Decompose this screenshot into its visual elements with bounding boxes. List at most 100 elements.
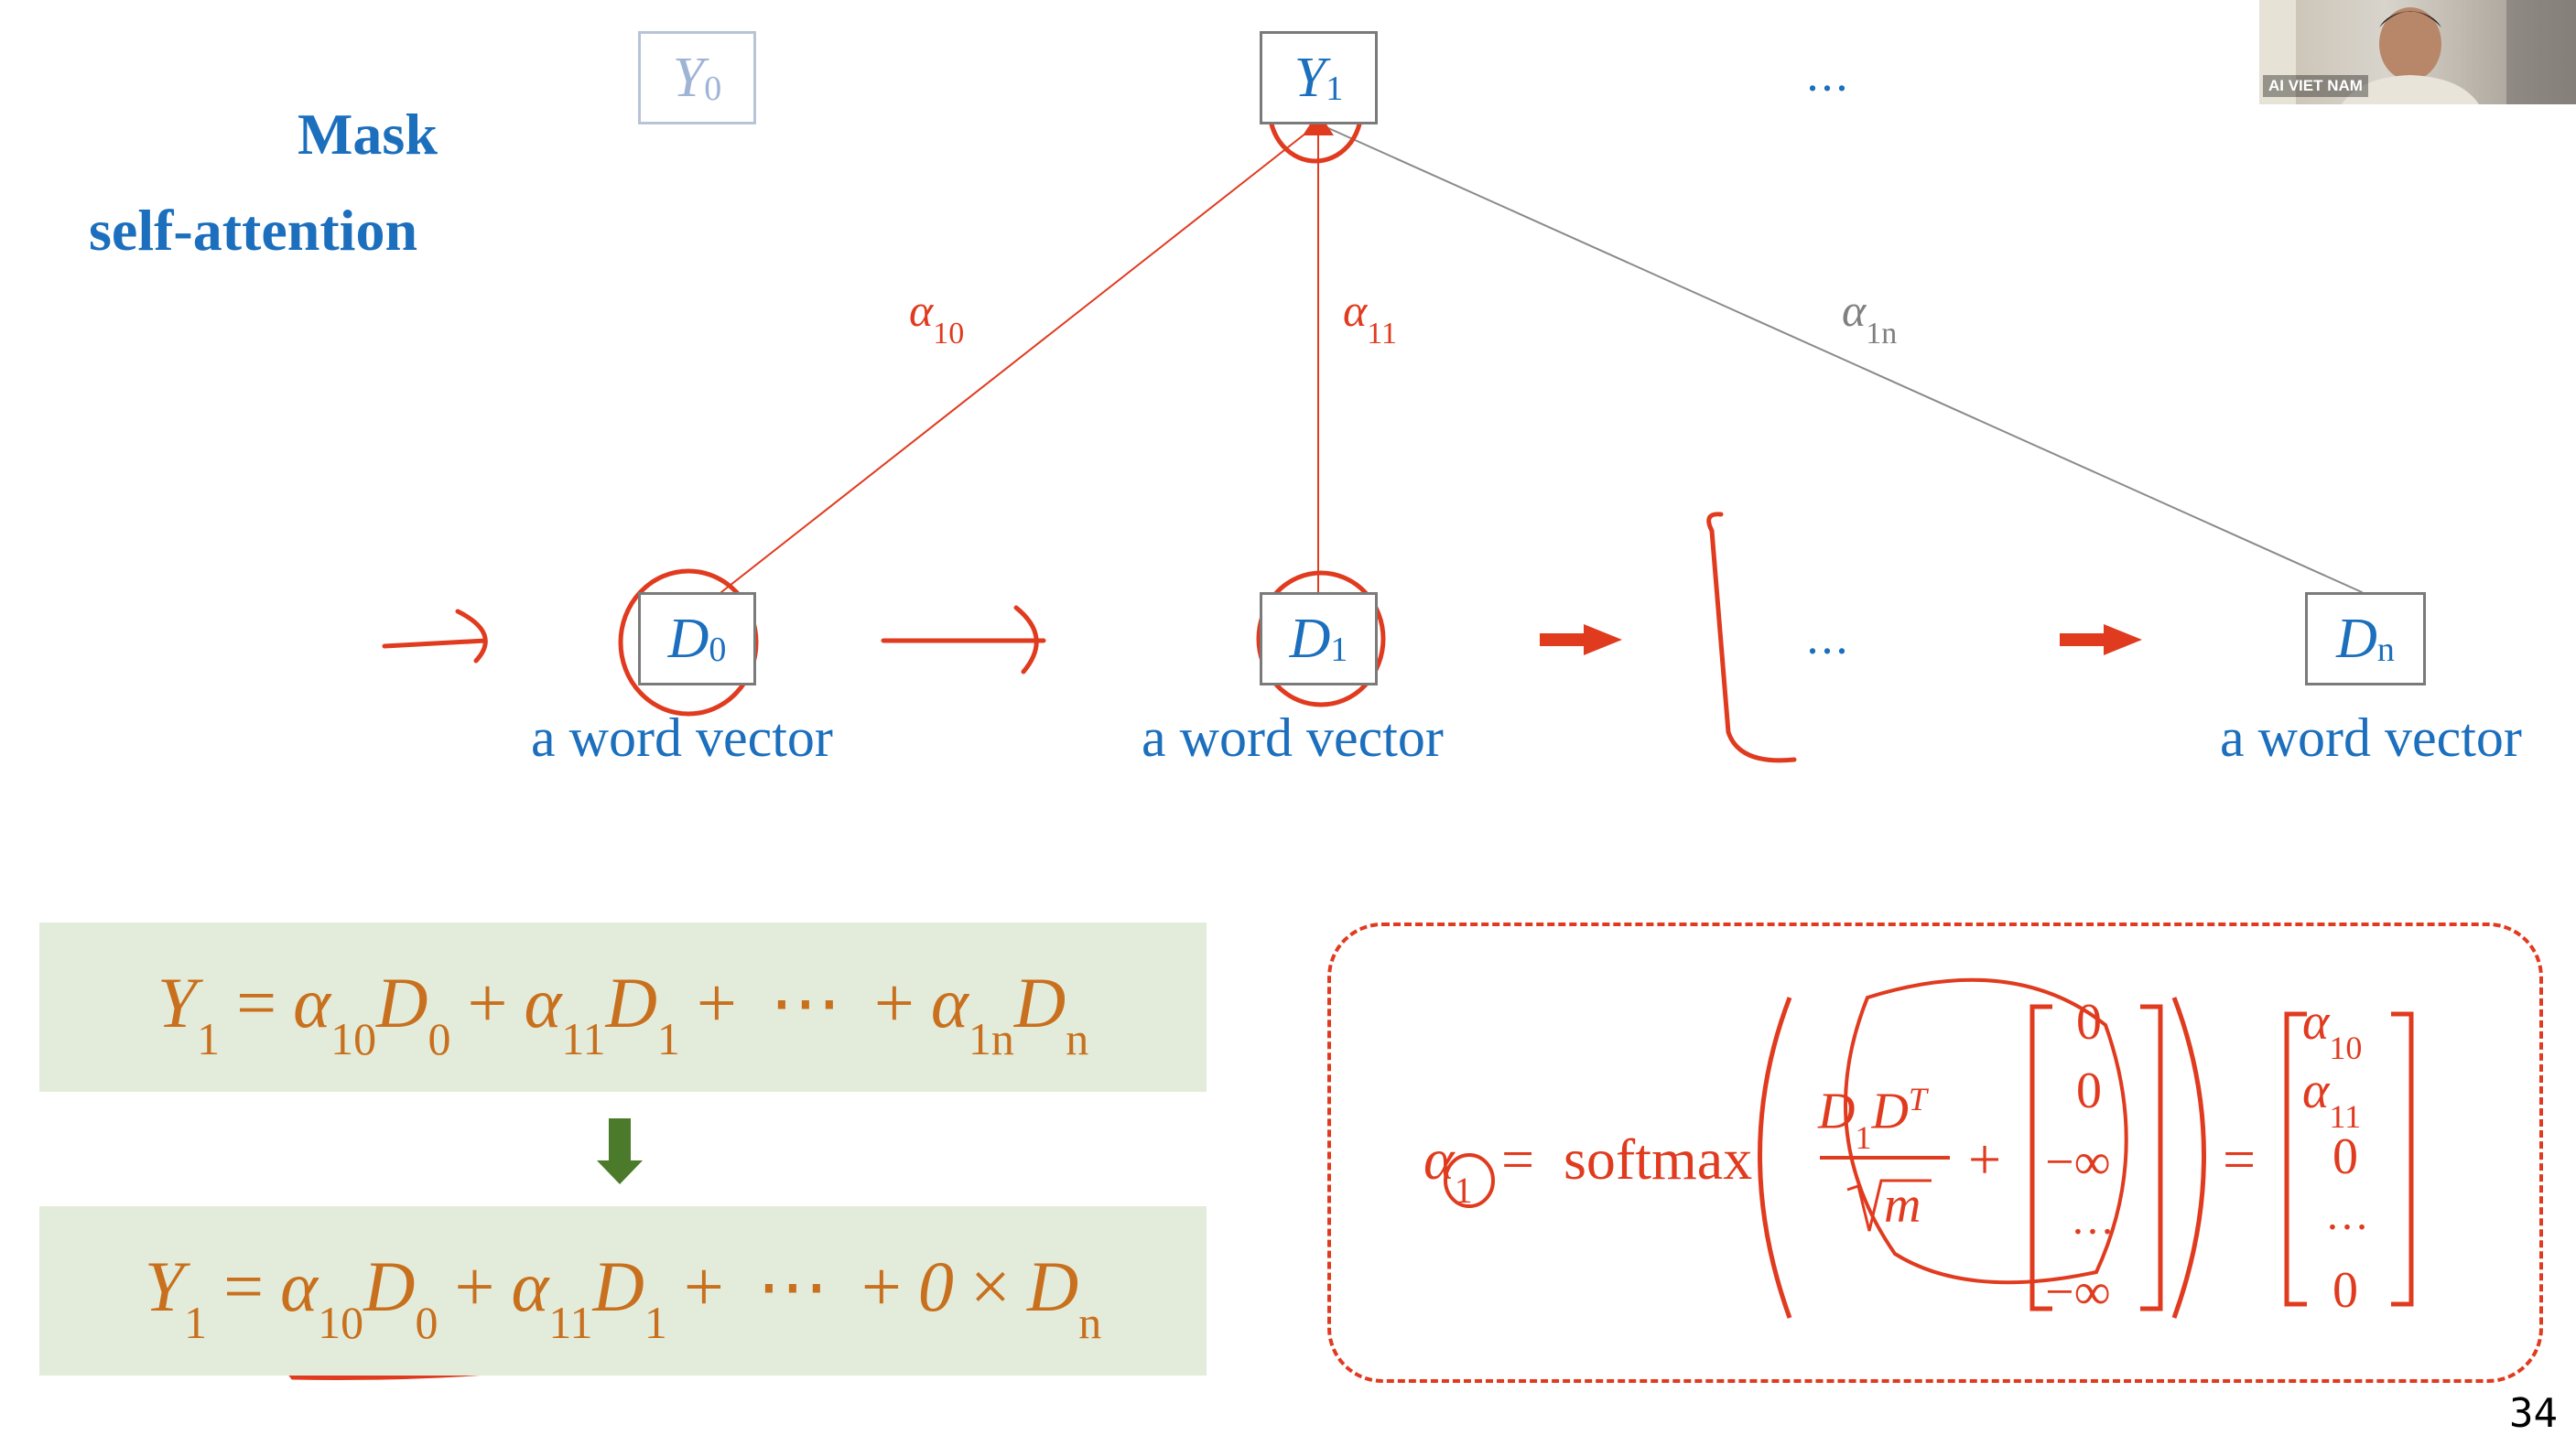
arrow-ellipsis-dn-shaft bbox=[2060, 633, 2105, 646]
result-row-2: 0 bbox=[2332, 1128, 2358, 1185]
arrow-in bbox=[382, 609, 488, 664]
result-row-1: α11 bbox=[2302, 1062, 2361, 1135]
node-d1-caption: a word vector bbox=[1142, 707, 1444, 768]
down-arrow-shaft bbox=[609, 1118, 631, 1162]
mask-row-0: 0 bbox=[2076, 994, 2102, 1051]
ft-cdots: ⋯ bbox=[769, 962, 841, 1042]
node-d0-caption: a word vector bbox=[531, 707, 833, 768]
mask-row-4: −∞ bbox=[2045, 1264, 2111, 1321]
weight-a10: α10 bbox=[909, 284, 964, 351]
webcam-label: AI VIET NAM bbox=[2263, 75, 2368, 97]
edge-a1n bbox=[1317, 123, 2363, 593]
fb-dots: ⋯ bbox=[756, 1246, 828, 1326]
page-number: 34 bbox=[2509, 1390, 2558, 1437]
arrow-ellipsis-dn-head bbox=[2104, 624, 2142, 655]
fb-y-sub: 1 bbox=[184, 1297, 208, 1349]
slide-title-line1: Mask bbox=[298, 102, 438, 167]
arrow-d1-ellipsis-head bbox=[1584, 624, 1622, 655]
node-dn-label: D bbox=[2336, 607, 2377, 670]
result-row-0-sym: α bbox=[2302, 994, 2330, 1051]
circle-lhs-sub bbox=[1444, 1153, 1495, 1208]
ft-plus1: + bbox=[467, 962, 508, 1042]
formula-top-box: Y1 = α10D0 + α11D1 + ⋯ + α1nDn bbox=[39, 923, 1207, 1092]
fb-d0: D bbox=[363, 1246, 416, 1326]
node-y1-label: Y bbox=[1293, 46, 1326, 109]
loop-softmax bbox=[1844, 977, 2128, 1285]
node-d1-label: D bbox=[1289, 607, 1331, 670]
fb-a11: α bbox=[511, 1246, 549, 1326]
edge-a10 bbox=[720, 123, 1319, 593]
fb-eq: = bbox=[223, 1246, 265, 1326]
webcam-overlay: AI VIET NAM bbox=[2259, 0, 2576, 104]
fb-dn: D bbox=[1026, 1246, 1079, 1326]
bottom-ellipsis: … bbox=[1805, 613, 1856, 664]
softmax-box bbox=[1327, 923, 2543, 1383]
node-y1-sub: 1 bbox=[1326, 70, 1344, 108]
node-d0-label: D bbox=[667, 607, 709, 670]
ft-a11-sub: 11 bbox=[561, 1013, 606, 1065]
node-y0-sub: 0 bbox=[704, 70, 722, 108]
weight-a1n-sub: 1n bbox=[1866, 317, 1898, 351]
fb-d0-sub: 0 bbox=[415, 1297, 438, 1349]
fb-d1-sub: 1 bbox=[644, 1297, 667, 1349]
fraction-denominator: m bbox=[1884, 1177, 1921, 1234]
num-d2: D bbox=[1871, 1083, 1909, 1140]
node-d1-sub: 1 bbox=[1330, 631, 1348, 669]
top-ellipsis: … bbox=[1805, 50, 1856, 102]
num-d-sub: 1 bbox=[1855, 1118, 1872, 1156]
arrow-d1-ellipsis-shaft bbox=[1540, 633, 1586, 646]
slide-title-line2: self-attention bbox=[89, 198, 418, 263]
node-d0-sub: 0 bbox=[709, 631, 727, 669]
fb-a10-sub: 10 bbox=[318, 1297, 364, 1349]
weight-a11-sym: α bbox=[1343, 285, 1368, 336]
fb-zero: 0 bbox=[917, 1246, 954, 1326]
softmax-lhs-sym: α bbox=[1423, 1127, 1455, 1192]
fb-a10: α bbox=[280, 1246, 319, 1326]
weight-a11: α11 bbox=[1343, 284, 1397, 351]
ft-dn-sub: n bbox=[1066, 1013, 1089, 1065]
formula-bottom-box: Y1 = α10D0 + α11D1 + ⋯ +0 × Dn bbox=[39, 1206, 1207, 1376]
mask-row-2: −∞ bbox=[2045, 1134, 2111, 1191]
result-row-0-sub: 10 bbox=[2329, 1030, 2363, 1067]
formula-bottom: Y1 = α10D0 + α11D1 + ⋯ +0 × Dn bbox=[144, 1246, 1101, 1349]
mask-row-3: … bbox=[2071, 1195, 2115, 1244]
ft-y: Y bbox=[157, 962, 198, 1042]
fb-plus3: + bbox=[860, 1246, 902, 1326]
weight-a10-sub: 10 bbox=[933, 317, 965, 351]
fb-plus2: + bbox=[683, 1246, 724, 1326]
fraction-numerator: D1DT bbox=[1818, 1080, 1927, 1156]
webcam-person-icon bbox=[2259, 0, 2576, 104]
circle-d1 bbox=[1256, 570, 1386, 707]
down-arrow-head bbox=[597, 1160, 643, 1184]
softmax-eq: = bbox=[1501, 1127, 1535, 1192]
ft-a10-sub: 10 bbox=[330, 1013, 377, 1065]
ft-a11: α bbox=[524, 962, 562, 1042]
num-sup: T bbox=[1908, 1081, 1927, 1117]
num-d: D bbox=[1818, 1083, 1856, 1140]
ft-d1: D bbox=[605, 962, 657, 1042]
arrow-d0-d1 bbox=[881, 605, 1046, 674]
ft-a1n-sub: 1n bbox=[968, 1013, 1014, 1065]
result-row-1-sub: 11 bbox=[2329, 1098, 2362, 1136]
weight-a11-sub: 11 bbox=[1367, 317, 1397, 351]
circle-d0 bbox=[618, 568, 759, 717]
formula-top: Y1 = α10D0 + α11D1 + ⋯ + α1nDn bbox=[157, 962, 1088, 1065]
fb-y: Y bbox=[144, 1246, 185, 1326]
bracket-ellipsis bbox=[1706, 512, 1797, 763]
softmax-fn: softmax bbox=[1564, 1127, 1753, 1192]
ft-d0: D bbox=[376, 962, 428, 1042]
fb-d1: D bbox=[592, 1246, 644, 1326]
softmax-lhs: α1 bbox=[1423, 1126, 1473, 1211]
ft-plus2: + bbox=[696, 962, 737, 1042]
softmax-plus: + bbox=[1968, 1127, 2002, 1192]
mask-row-1: 0 bbox=[2076, 1063, 2102, 1119]
ft-d0-sub: 0 bbox=[428, 1013, 451, 1065]
softmax-eq2: = bbox=[2223, 1127, 2257, 1192]
fb-plus1: + bbox=[454, 1246, 495, 1326]
result-row-0: α10 bbox=[2302, 993, 2362, 1066]
node-y0-label: Y bbox=[672, 46, 705, 109]
